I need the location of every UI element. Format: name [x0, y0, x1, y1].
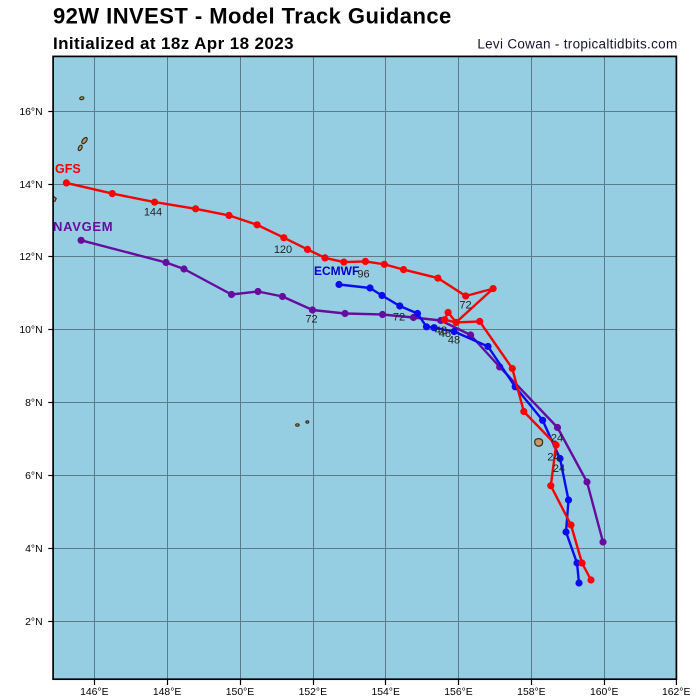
- svg-text:146°E: 146°E: [80, 687, 108, 698]
- svg-text:156°E: 156°E: [444, 687, 472, 698]
- svg-text:48: 48: [448, 335, 460, 347]
- svg-text:GFS: GFS: [55, 162, 81, 176]
- svg-text:14°N: 14°N: [19, 180, 42, 191]
- svg-text:72: 72: [459, 300, 471, 312]
- svg-text:24: 24: [551, 433, 563, 445]
- svg-text:10°N: 10°N: [19, 325, 42, 336]
- svg-text:162°E: 162°E: [662, 687, 690, 698]
- svg-text:150°E: 150°E: [226, 687, 254, 698]
- svg-text:120: 120: [274, 244, 292, 256]
- svg-text:158°E: 158°E: [517, 687, 545, 698]
- svg-text:24: 24: [547, 452, 559, 464]
- svg-text:8°N: 8°N: [25, 398, 42, 409]
- svg-text:96: 96: [357, 269, 369, 281]
- svg-text:148°E: 148°E: [153, 687, 181, 698]
- svg-text:92W INVEST - Model Track Guida: 92W INVEST - Model Track Guidance: [53, 4, 452, 29]
- svg-text:Levi Cowan - tropicaltidbits.c: Levi Cowan - tropicaltidbits.com: [477, 37, 677, 52]
- svg-text:6°N: 6°N: [25, 471, 42, 482]
- svg-text:154°E: 154°E: [371, 687, 399, 698]
- svg-text:24: 24: [553, 463, 565, 475]
- svg-text:72: 72: [393, 312, 405, 324]
- svg-text:ECMWF: ECMWF: [314, 264, 359, 278]
- svg-text:48: 48: [435, 325, 447, 337]
- svg-text:160°E: 160°E: [590, 687, 618, 698]
- svg-text:152°E: 152°E: [299, 687, 327, 698]
- svg-text:48: 48: [439, 328, 451, 340]
- svg-text:4°N: 4°N: [25, 544, 42, 555]
- svg-text:72: 72: [305, 314, 317, 326]
- svg-text:NAVGEM: NAVGEM: [53, 219, 113, 234]
- svg-text:Initialized at 18z Apr 18 2023: Initialized at 18z Apr 18 2023: [53, 34, 294, 53]
- svg-text:12°N: 12°N: [19, 252, 42, 263]
- svg-text:144: 144: [144, 207, 162, 219]
- svg-text:2°N: 2°N: [25, 617, 42, 628]
- svg-text:16°N: 16°N: [19, 107, 42, 118]
